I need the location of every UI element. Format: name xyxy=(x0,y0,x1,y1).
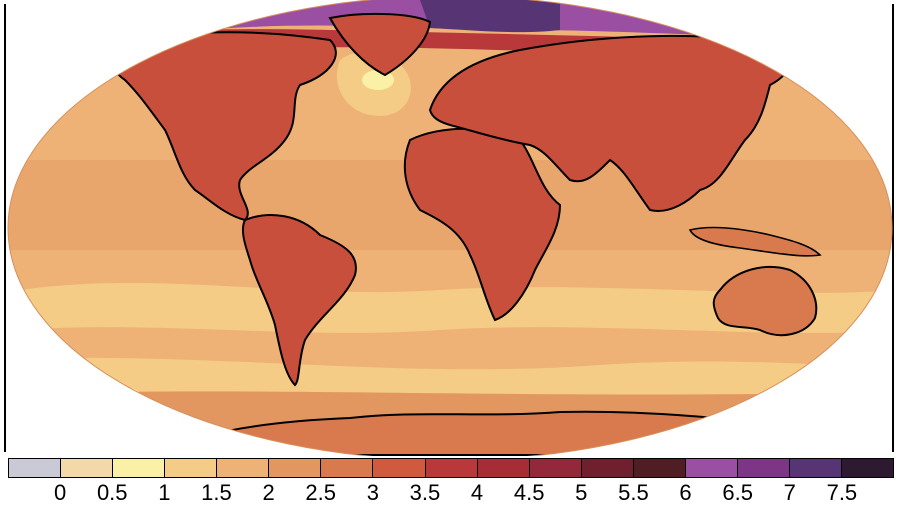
colorbar-swatch xyxy=(425,459,478,477)
land-south-america xyxy=(241,214,357,387)
colorbar-tick-label: 2 xyxy=(262,480,275,505)
colorbar-swatch xyxy=(529,459,582,477)
colorbar-ticks: 0 0.5 1 1.5 2 2.5 3 3.5 4 4.5 5 5.5 6 6.5 7 7.5 xyxy=(8,480,894,510)
colorbar-swatch xyxy=(685,459,738,477)
colorbar-tick-label: 7 xyxy=(783,480,796,505)
land-north-america xyxy=(111,31,337,222)
colorbar-tick-label: 3 xyxy=(366,480,379,505)
land-indonesia xyxy=(688,226,822,257)
temperature-change-map xyxy=(7,0,893,456)
colorbar xyxy=(8,458,894,478)
arctic-strong xyxy=(420,0,560,33)
colorbar-tick-label: 5 xyxy=(575,480,588,505)
band-southern-ocean xyxy=(8,357,892,400)
colorbar-swatch xyxy=(477,459,530,477)
land-eurasia xyxy=(428,34,792,212)
land-greenland xyxy=(328,12,432,77)
colorbar-swatch xyxy=(789,459,842,477)
colorbar-tick-label: 1.5 xyxy=(201,480,232,505)
colorbar-tick-label: 5.5 xyxy=(618,480,649,505)
colorbar-swatch xyxy=(165,459,218,477)
colorbar-swatch xyxy=(581,459,634,477)
colorbar-tick-label: 2.5 xyxy=(305,480,336,505)
land-australia xyxy=(712,266,818,337)
colorbar-tick-label: 7.5 xyxy=(826,480,858,505)
colorbar-tick-label: 1 xyxy=(158,480,171,505)
colorbar-swatch xyxy=(61,459,114,477)
colorbar-swatch xyxy=(9,459,62,477)
colorbar-tick-label: 3.5 xyxy=(409,480,441,505)
colorbar-tick-label: 4.5 xyxy=(513,480,545,505)
south-atlantic-minimum xyxy=(80,385,140,405)
colorbar-swatch xyxy=(633,459,686,477)
colorbar-swatch xyxy=(737,459,790,477)
colorbar-swatch xyxy=(113,459,166,477)
colorbar-swatch xyxy=(217,459,270,477)
colorbar-swatch xyxy=(269,459,322,477)
colorbar-swatch xyxy=(321,459,374,477)
colorbar-tick-label: 6.5 xyxy=(722,480,753,505)
colorbar-swatch xyxy=(373,459,426,477)
colorbar-swatch xyxy=(842,459,894,477)
colorbar-tick-label: 4 xyxy=(470,480,484,505)
band-southern-light xyxy=(20,283,892,333)
colorbar-tick-label: 0.5 xyxy=(96,480,128,505)
map-frame xyxy=(4,4,894,452)
colorbar-tick-label: 0 xyxy=(53,480,67,505)
colorbar-tick-label: 6 xyxy=(679,480,692,505)
globe-outline xyxy=(7,0,893,456)
